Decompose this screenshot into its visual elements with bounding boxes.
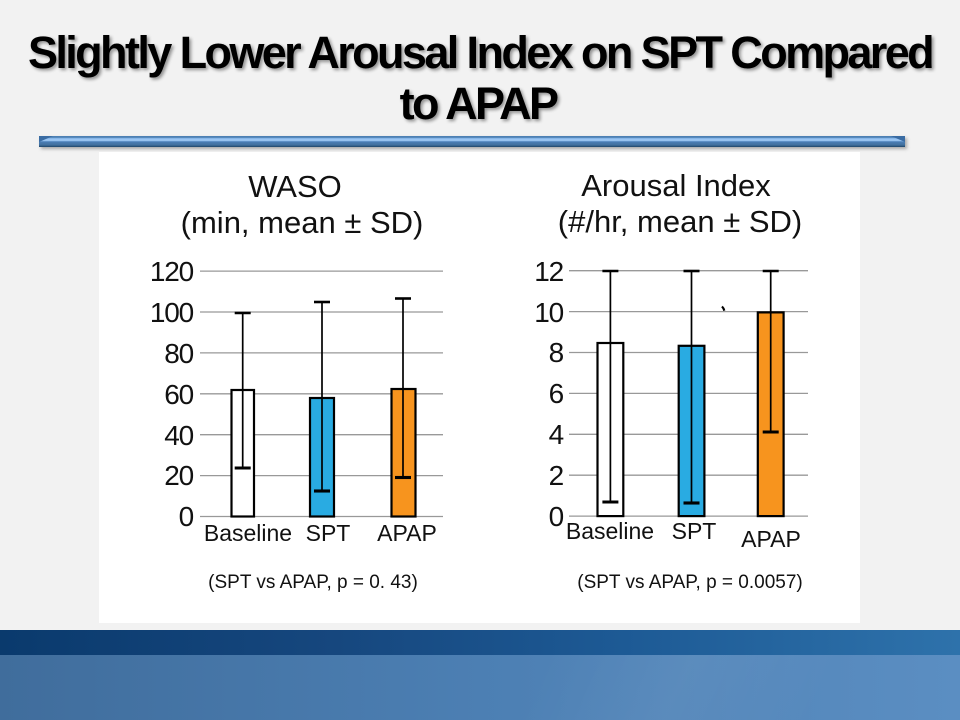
svg-text:100: 100	[150, 297, 194, 328]
svg-text:2: 2	[549, 460, 564, 491]
svg-text:40: 40	[164, 420, 193, 451]
svg-text:4: 4	[549, 419, 564, 450]
svg-text:Baseline: Baseline	[204, 520, 292, 546]
svg-text:120: 120	[150, 256, 194, 287]
svg-text:10: 10	[534, 297, 563, 328]
svg-text:80: 80	[164, 338, 193, 369]
svg-text:Baseline: Baseline	[566, 518, 654, 544]
svg-text:APAP: APAP	[741, 526, 801, 552]
svg-text:(#/hr, mean ± SD): (#/hr, mean ± SD)	[558, 204, 802, 239]
svg-text:(min, mean ± SD): (min, mean ± SD)	[181, 205, 424, 240]
svg-text:0: 0	[179, 501, 194, 532]
svg-text:APAP: APAP	[377, 520, 437, 546]
svg-text:(SPT vs APAP, p = 0.0057): (SPT vs APAP, p = 0.0057)	[577, 572, 803, 593]
svg-text:8: 8	[549, 337, 564, 368]
svg-text:60: 60	[164, 379, 193, 410]
svg-text:SPT: SPT	[306, 520, 351, 546]
svg-text:20: 20	[164, 460, 193, 491]
svg-text:(SPT vs APAP, p = 0. 43): (SPT vs APAP, p = 0. 43)	[208, 572, 418, 593]
svg-text:Arousal Index: Arousal Index	[581, 168, 771, 203]
svg-text:12: 12	[534, 256, 563, 287]
svg-text:6: 6	[549, 378, 564, 409]
svg-text:SPT: SPT	[672, 518, 717, 544]
svg-text:WASO: WASO	[248, 169, 342, 204]
svg-text:0: 0	[549, 501, 564, 532]
